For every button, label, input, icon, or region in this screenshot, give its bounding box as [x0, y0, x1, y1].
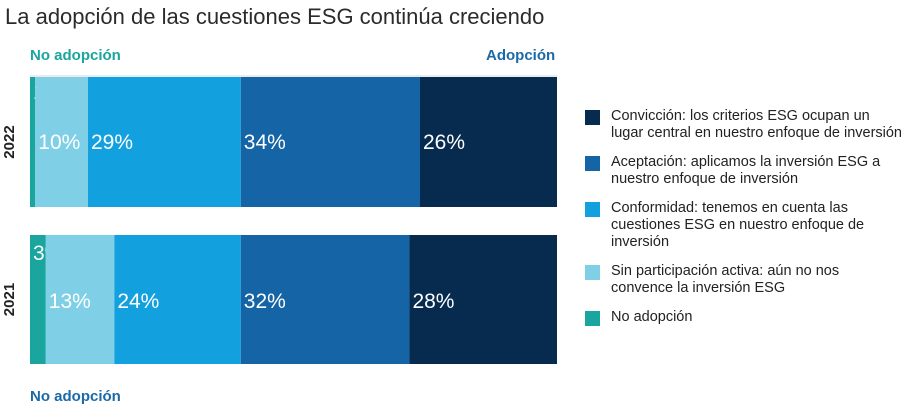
- legend-swatch-conviccion: [585, 110, 600, 125]
- legend-swatch-no_adopcion: [585, 311, 600, 326]
- legend-item-sin_participacion: Sin participación activa: aún no nos con…: [585, 263, 905, 297]
- no-adopcion-top-note: No adopción: [30, 47, 121, 64]
- legend: Convicción: los criterios ESG ocupan un …: [585, 108, 905, 338]
- bar-segment-2021-conviccion: [409, 235, 557, 364]
- data-label-2022-conviccion: 26%: [423, 131, 465, 154]
- adopcion-top-note: Adopción: [486, 47, 556, 64]
- bar-segment-2021-conformidad: [114, 235, 241, 364]
- data-label-2021-conviccion: 28%: [412, 290, 454, 313]
- bar-segment-2021-aceptacion: [240, 235, 410, 364]
- data-label-2022-conformidad: 29%: [91, 131, 133, 154]
- legend-label-conformidad: Conformidad: tenemos en cuenta las cuest…: [611, 200, 865, 250]
- bar-segment-2022-conformidad: [87, 77, 241, 207]
- category-label-2021: 2021: [1, 283, 18, 316]
- legend-swatch-conformidad: [585, 202, 600, 217]
- legend-label-no_adopcion: No adopción: [611, 309, 693, 325]
- category-label-2022: 2022: [1, 125, 18, 158]
- data-label-2022-aceptacion: 34%: [244, 131, 286, 154]
- bar-segment-2022-conviccion: [419, 77, 557, 207]
- legend-label-conviccion: Convicción: los criterios ESG ocupan un …: [611, 108, 902, 141]
- data-label-2021-sin_participacion: 13%: [49, 290, 91, 313]
- legend-label-sin_participacion: Sin participación activa: aún no nos con…: [611, 263, 840, 296]
- data-label-2021-conformidad: 24%: [117, 290, 159, 313]
- bar-segment-2022-no_adopcion: [30, 77, 36, 207]
- legend-item-no_adopcion: No adopción: [585, 309, 905, 326]
- legend-item-conviccion: Convicción: los criterios ESG ocupan un …: [585, 108, 905, 142]
- data-label-2021-aceptacion: 32%: [244, 290, 286, 313]
- data-label-2022-sin_participacion: 10%: [38, 131, 80, 154]
- bar-segment-2022-sin_participacion: [35, 77, 88, 207]
- legend-label-aceptacion: Aceptación: aplicamos la inversión ESG a…: [611, 154, 881, 187]
- legend-item-conformidad: Conformidad: tenemos en cuenta las cuest…: [585, 200, 905, 251]
- chart-title: La adopción de las cuestiones ESG contin…: [5, 4, 545, 29]
- legend-item-aceptacion: Aceptación: aplicamos la inversión ESG a…: [585, 154, 905, 188]
- no-adopcion-bottom-note: No adopción: [30, 388, 121, 405]
- bar-segment-2021-no_adopcion: [30, 235, 46, 364]
- bar-segment-2022-aceptacion: [240, 77, 420, 207]
- bar-segment-2021-sin_participacion: [45, 235, 115, 364]
- legend-swatch-sin_participacion: [585, 265, 600, 280]
- legend-swatch-aceptacion: [585, 156, 600, 171]
